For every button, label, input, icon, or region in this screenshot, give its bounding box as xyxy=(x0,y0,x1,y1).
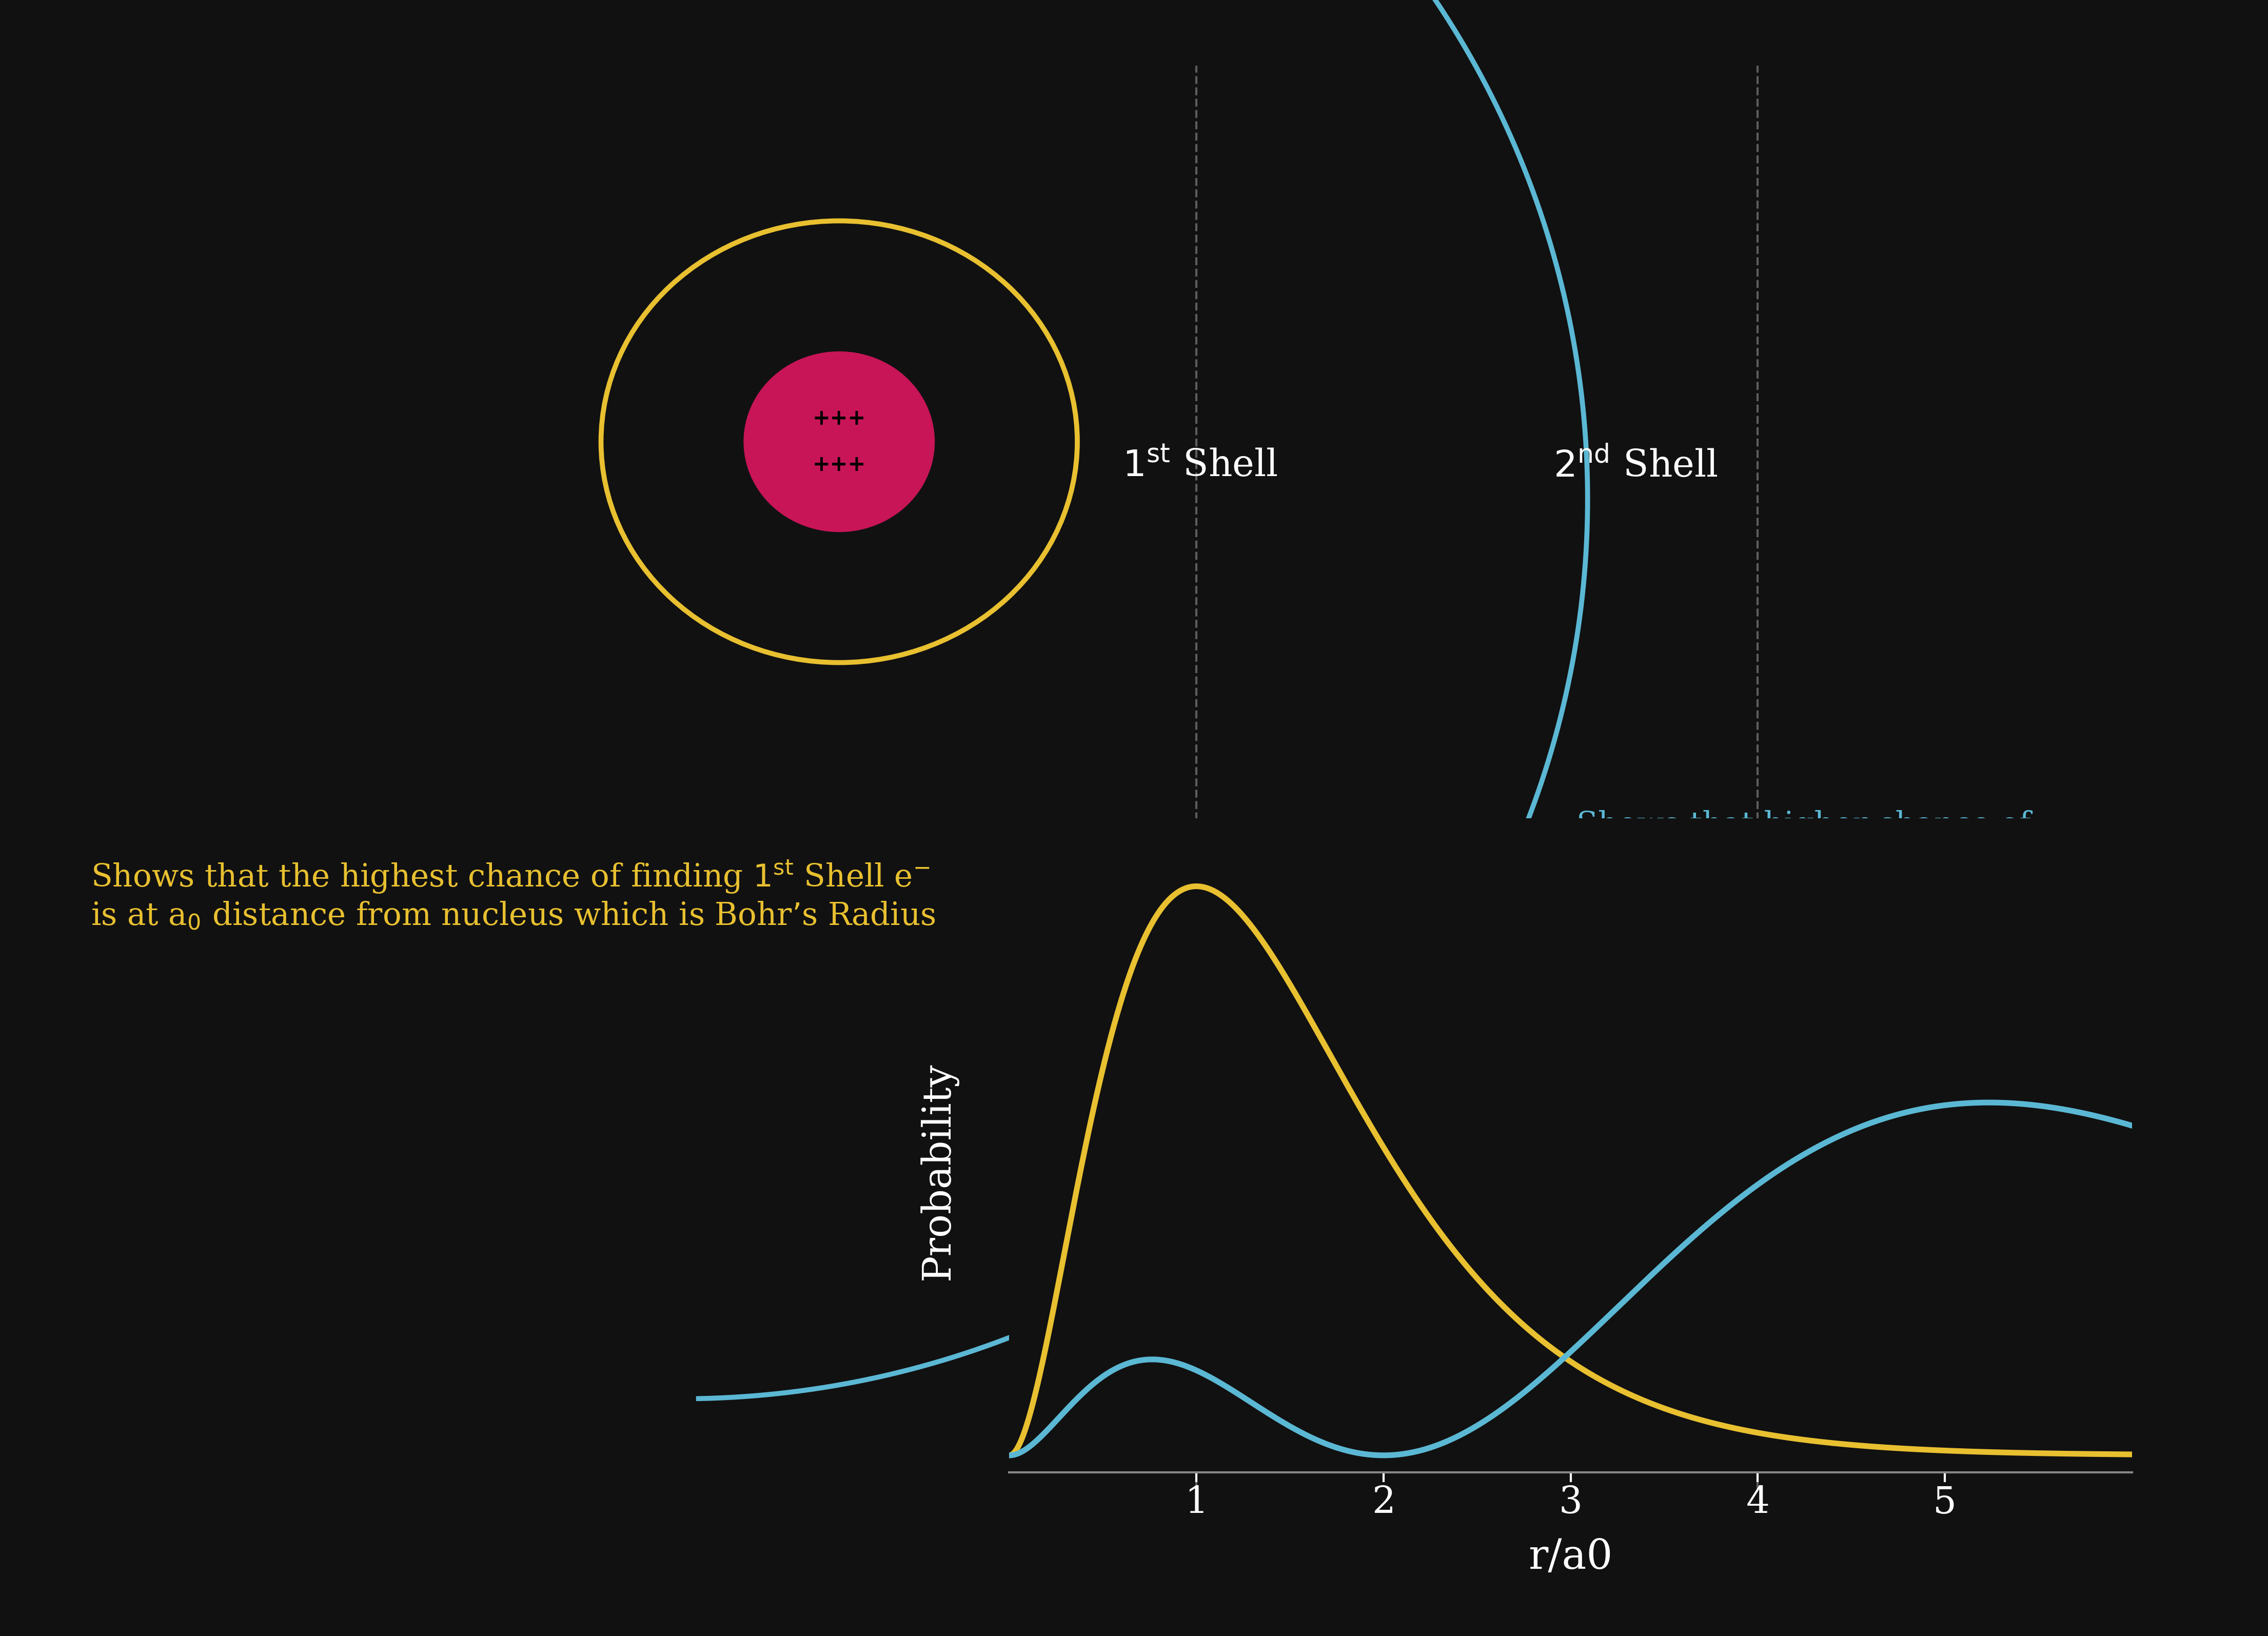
Text: $2^{\mathrm{nd}}$ Shell: $2^{\mathrm{nd}}$ Shell xyxy=(1554,448,1719,484)
Text: r/a0: r/a0 xyxy=(1529,1538,1613,1577)
Text: Probability: Probability xyxy=(919,1062,957,1279)
Text: +++: +++ xyxy=(812,453,866,476)
Text: +++: +++ xyxy=(812,407,866,430)
Ellipse shape xyxy=(744,352,934,532)
Text: Shows that higher chance of
finding $2^{\mathrm{nd}}$ Shell e$^{-}$ is at 4a$_{0: Shows that higher chance of finding $2^{… xyxy=(1576,810,2030,885)
Text: $1^{\mathrm{st}}$ Shell: $1^{\mathrm{st}}$ Shell xyxy=(1123,448,1277,484)
Text: Shows that the highest chance of finding $1^{\mathrm{st}}$ Shell e$^{-}$
is at a: Shows that the highest chance of finding… xyxy=(91,859,937,933)
